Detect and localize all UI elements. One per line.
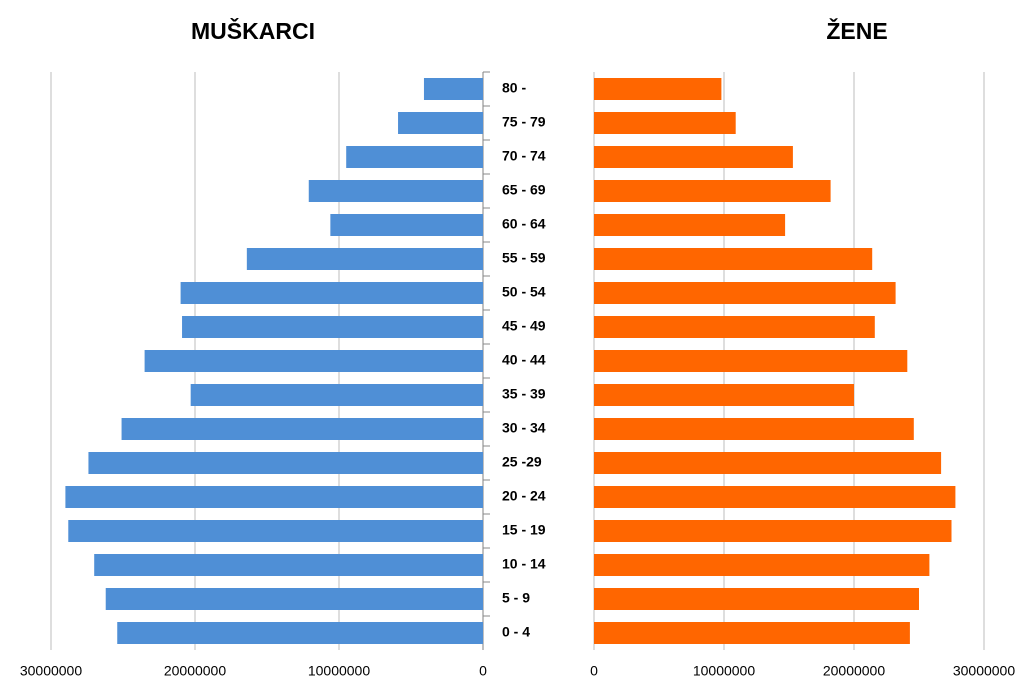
chart-title: ŽENE xyxy=(826,17,887,44)
category-label: 60 - 64 xyxy=(502,216,546,232)
bar xyxy=(398,112,483,134)
bar xyxy=(594,350,908,372)
bar xyxy=(180,282,483,304)
bar xyxy=(105,588,483,610)
bar xyxy=(594,486,956,508)
category-label: 45 - 49 xyxy=(502,318,546,334)
bar xyxy=(594,214,786,236)
category-label: 15 - 19 xyxy=(502,522,546,538)
x-tick-label: 20000000 xyxy=(164,663,227,679)
bar xyxy=(594,316,875,338)
bar xyxy=(144,350,483,372)
category-label: 5 - 9 xyxy=(502,590,530,606)
bar xyxy=(594,146,793,168)
bar xyxy=(594,622,910,644)
bar xyxy=(594,180,831,202)
bar xyxy=(423,78,483,100)
bar xyxy=(594,520,952,542)
category-label: 50 - 54 xyxy=(502,284,546,300)
bar xyxy=(594,248,873,270)
x-tick-label: 10000000 xyxy=(693,663,756,679)
bar xyxy=(594,588,919,610)
x-tick-label: 0 xyxy=(590,663,598,679)
bar xyxy=(346,146,483,168)
bar xyxy=(594,282,896,304)
bar xyxy=(308,180,483,202)
bar xyxy=(117,622,484,644)
bar xyxy=(594,418,914,440)
category-label: 55 - 59 xyxy=(502,250,546,266)
category-label: 25 -29 xyxy=(502,454,542,470)
bar xyxy=(65,486,484,508)
category-label: 10 - 14 xyxy=(502,556,546,572)
category-label: 70 - 74 xyxy=(502,148,546,164)
category-label: 40 - 44 xyxy=(502,352,546,368)
bar xyxy=(246,248,483,270)
category-label: 30 - 34 xyxy=(502,420,546,436)
category-label: 80 - xyxy=(502,80,526,96)
bar xyxy=(94,554,483,576)
bar xyxy=(190,384,483,406)
x-tick-label: 10000000 xyxy=(308,663,371,679)
x-tick-label: 20000000 xyxy=(823,663,886,679)
bar xyxy=(594,78,722,100)
x-tick-label: 30000000 xyxy=(953,663,1016,679)
category-label: 65 - 69 xyxy=(502,182,546,198)
bar xyxy=(594,112,736,134)
category-label: 35 - 39 xyxy=(502,386,546,402)
x-tick-label: 0 xyxy=(479,663,487,679)
bar xyxy=(594,554,930,576)
bar xyxy=(121,418,483,440)
bar xyxy=(594,384,854,406)
category-label: 75 - 79 xyxy=(502,114,546,130)
bar xyxy=(330,214,483,236)
bar xyxy=(594,452,942,474)
x-tick-label: 30000000 xyxy=(20,663,83,679)
bar xyxy=(182,316,484,338)
category-label: 0 - 4 xyxy=(502,624,530,640)
bar xyxy=(88,452,483,474)
bar xyxy=(68,520,483,542)
chart-title: MUŠKARCI xyxy=(191,17,315,44)
category-label: 20 - 24 xyxy=(502,488,546,504)
